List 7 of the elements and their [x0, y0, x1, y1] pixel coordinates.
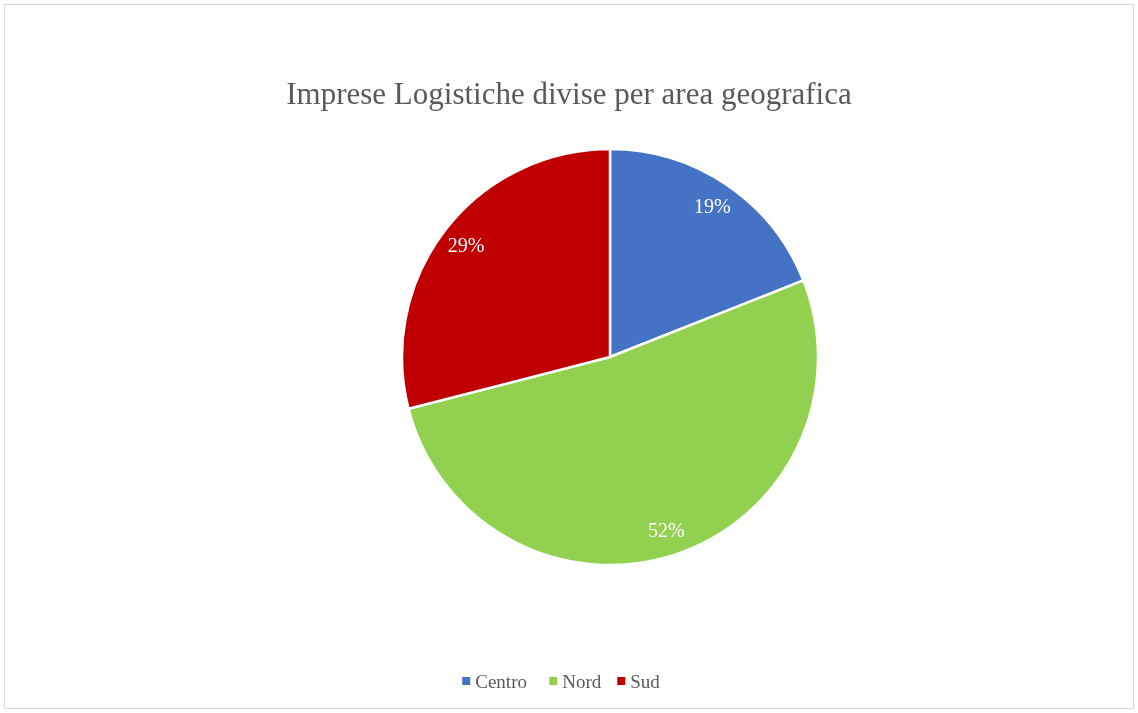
chart-title: Imprese Logistiche divise per area geografica: [286, 75, 852, 111]
legend-label: Nord: [562, 670, 602, 692]
data-label: 29%: [447, 234, 485, 257]
data-label: 19%: [693, 195, 731, 218]
data-label: 52%: [647, 519, 685, 542]
legend-label: Centro: [475, 670, 527, 692]
legend-label: Sud: [630, 670, 661, 692]
